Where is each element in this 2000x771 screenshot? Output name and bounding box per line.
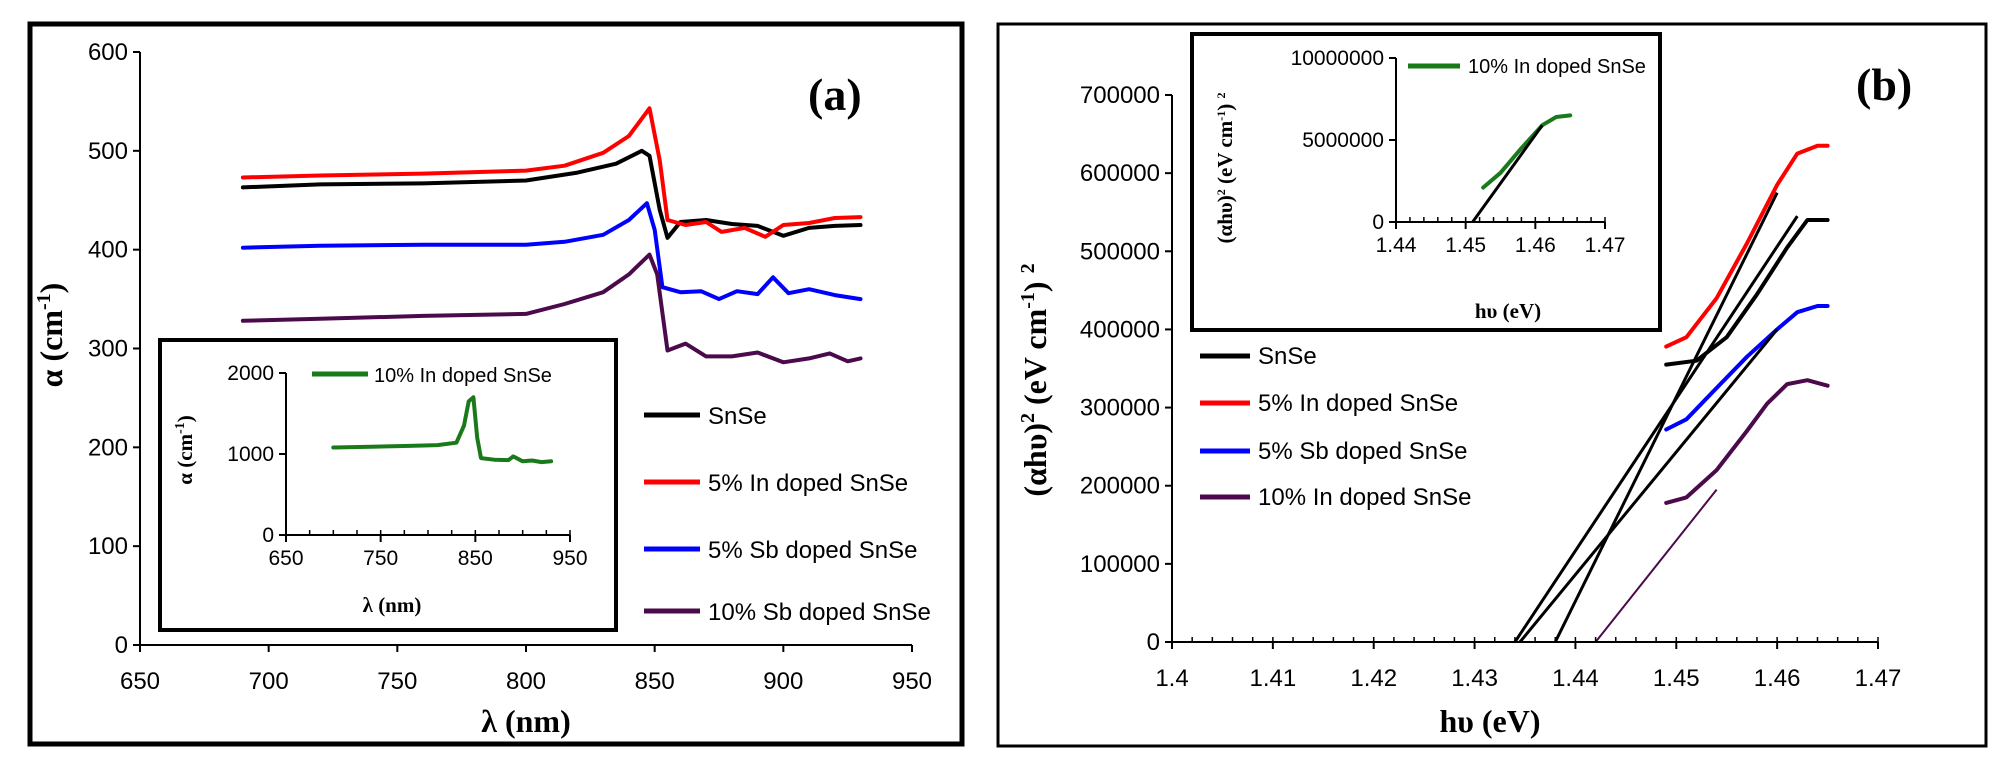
panel-a-y-tick-label: 0: [115, 632, 128, 659]
legend-label-10sb: 10% Sb doped SnSe: [708, 599, 931, 626]
panel-b-inset-x-tick-label: 1.46: [1515, 234, 1556, 257]
panel-a-inset-xlabel: λ (nm): [363, 593, 422, 617]
panel-a-x-tick-label: 750: [377, 668, 417, 695]
panel-a-y-tick-label: 500: [88, 138, 128, 165]
panel-b-y-tick-label: 600000: [1080, 160, 1160, 187]
panel-a-inset-x-tick-label: 650: [268, 547, 303, 570]
panel-a-xlabel: λ (nm): [481, 703, 570, 739]
panel-b-inset-ylabel: (αhυ)2 (eV cm-1) 2: [1213, 93, 1237, 244]
legend-label-snse: SnSe: [708, 403, 767, 430]
panel-a-series-snse: [240, 148, 863, 240]
panel-b-y-tick-label: 700000: [1080, 82, 1160, 109]
panel-b-y-tick-label: 400000: [1080, 316, 1160, 343]
panel-a-x-tick-label: 700: [249, 668, 289, 695]
panel-a-x-tick-label: 950: [892, 668, 932, 695]
panel-a-ylabel: α (cm-1): [33, 283, 69, 388]
panel-b-x-tick-label: 1.41: [1249, 665, 1296, 692]
panel-a-inset-y-tick-label: 2000: [227, 362, 274, 385]
panel-b-x-tick-label: 1.47: [1855, 665, 1902, 692]
panel-b-plot: 0 100000 200000 300000 400000 500000 600000 700…: [1080, 82, 1901, 692]
panel-b-x-tick-label: 1.44: [1552, 665, 1599, 692]
panel-b-inset-xlabel: hυ (eV): [1475, 299, 1541, 323]
panel-b-series-5-in-doped-snse: [1664, 143, 1830, 349]
panel-b-inset-series-10-in-doped-snse: [1481, 113, 1573, 190]
legend-b-label-5in: 5% In doped SnSe: [1258, 390, 1458, 417]
panel-b-inset-y-tick-label: 0: [1372, 211, 1384, 234]
inset-a-legend-label: 10% In doped SnSe: [374, 365, 552, 387]
panel-a-y-tick-label: 100: [88, 533, 128, 560]
panel-b-fit-line: [1594, 488, 1718, 643]
panel-b-series-snse: [1664, 218, 1830, 367]
inset-b-legend-label: 10% In doped SnSe: [1468, 56, 1646, 78]
panel-b-inset-x-tick-label: 1.44: [1376, 234, 1417, 257]
panel-b-y-tick-label: 100000: [1080, 551, 1160, 578]
panel-a-inset-x-tick-label: 850: [458, 547, 493, 570]
panel-b-xlabel: hυ (eV): [1439, 703, 1540, 739]
panel-a-x-tick-label: 850: [635, 668, 675, 695]
panel-a-inset-plot: 0 1000 2000 650 750 850 950: [227, 362, 587, 570]
panel-a-series-5-in-doped-snse: [240, 106, 863, 239]
panel-b-fit-line: [1513, 215, 1799, 643]
panel-b-y-tick-label: 0: [1147, 629, 1160, 656]
panel-a-y-tick-label: 600: [88, 39, 128, 66]
panel-b-x-tick-label: 1.43: [1451, 665, 1498, 692]
panel-a-inset-x-tick-label: 750: [363, 547, 398, 570]
panel-a-inset-ylabel: α (cm-1): [173, 415, 197, 484]
panel-b-series-10-in-doped-snse: [1664, 378, 1830, 505]
panel-b-inset-y-tick-label: 5000000: [1302, 129, 1384, 152]
panel-b-inset-x-tick-label: 1.45: [1445, 234, 1486, 257]
panel-a-inset-series-10-in-doped-snse: [331, 395, 554, 465]
panel-b-legend: SnSe 5% In doped SnSe 5% Sb doped SnSe 1…: [1200, 343, 1472, 511]
legend-b-label-5sb: 5% Sb doped SnSe: [1258, 438, 1468, 465]
legend-label-5in: 5% In doped SnSe: [708, 470, 908, 497]
panel-b-inset-y-tick-label: 10000000: [1291, 47, 1384, 70]
panel-a-x-tick-label: 900: [763, 668, 803, 695]
panel-a-x-tick-label: 800: [506, 668, 546, 695]
panel-a-plot: 0 100 200 300 400 500 600 650 700 750 800 850 900 950: [88, 39, 932, 695]
panel-a-y-tick-label: 300: [88, 336, 128, 363]
panel-a-inset-x-tick-label: 950: [552, 547, 587, 570]
panel-b-y-tick-label: 500000: [1080, 238, 1160, 265]
panel-a-x-tick-label: 650: [120, 668, 160, 695]
panel-b-y-tick-label: 200000: [1080, 473, 1160, 500]
panel-a-y-tick-label: 200: [88, 434, 128, 461]
panel-a-inset-y-tick-label: 1000: [227, 443, 274, 466]
panel-b-series-5-sb-doped-snse: [1664, 304, 1830, 432]
panel-a-legend: SnSe 5% In doped SnSe 5% Sb doped SnSe 1…: [644, 403, 931, 626]
panel-b-inset-x-tick-label: 1.47: [1585, 234, 1626, 257]
panel-b-label: (b): [1856, 59, 1912, 110]
panel-b-y-tick-label: 300000: [1080, 395, 1160, 422]
panel-a-inset-y-tick-label: 0: [262, 524, 274, 547]
panel-b-ylabel: (αhυ)2 (eV cm-1) 2: [1017, 263, 1053, 496]
panel-b-x-tick-label: 1.46: [1754, 665, 1801, 692]
panel-b-x-tick-label: 1.4: [1155, 665, 1188, 692]
panel-b-fit-line: [1518, 328, 1779, 643]
panel-b-x-tick-label: 1.42: [1350, 665, 1397, 692]
panel-a-label: (a): [808, 69, 862, 120]
panel-b-inset-fit-line: [1471, 124, 1544, 223]
panel-b-x-tick-label: 1.45: [1653, 665, 1700, 692]
legend-b-label-snse: SnSe: [1258, 343, 1317, 370]
panel-a-series-5-sb-doped-snse: [240, 201, 863, 302]
panel-a-inset-frame: [158, 338, 618, 632]
panel-b-inset-frame: [1190, 32, 1662, 332]
panel-b-fit-line: [1553, 192, 1779, 643]
panel-a-series-10-sb-doped-snse: [240, 252, 863, 365]
panel-a-y-tick-label: 400: [88, 237, 128, 264]
legend-b-label-10in: 10% In doped SnSe: [1258, 484, 1472, 511]
legend-label-5sb: 5% Sb doped SnSe: [708, 537, 918, 564]
panel-b-inset-plot: 0 5000000 10000000 1.44 1.45 1.46 1.47: [1291, 47, 1626, 257]
